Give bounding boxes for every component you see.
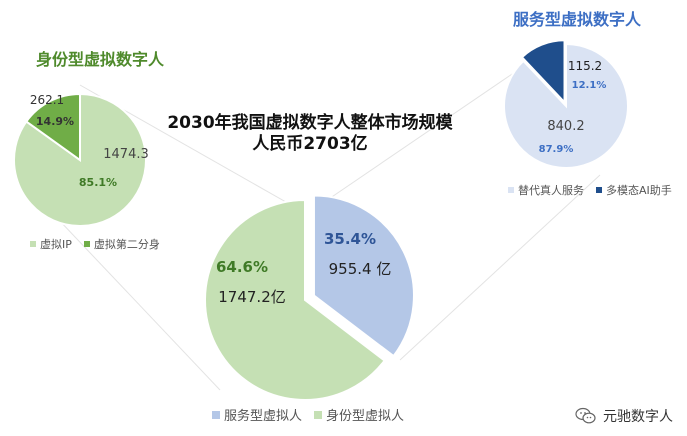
watermark: 元驰数字人 [575, 406, 673, 426]
watermark-text: 元驰数字人 [603, 409, 673, 425]
legend-label: 身份型虚拟人 [326, 409, 405, 424]
legend-item: 服务型虚拟人 [212, 405, 302, 424]
main-title-line2: 人民币2703亿 [252, 134, 368, 154]
slice-percent-label: 87.9% [539, 144, 574, 155]
connector-lines [39, 54, 601, 391]
legend-label: 多模态AI助手 [606, 184, 672, 197]
legend-swatch [314, 410, 323, 419]
slice-percent-label: 85.1% [79, 176, 117, 189]
service-legend: 替代真人服务 多模态AI助手 [508, 182, 684, 198]
legend-item: 多模态AI助手 [596, 182, 672, 198]
identity-chart-title: 身份型虚拟数字人 [36, 50, 165, 69]
slice-value-label: 1747.2亿 [218, 288, 286, 306]
legend-swatch [508, 187, 514, 193]
slice-value-label: 115.2 [568, 59, 602, 73]
connector-line-right-bottom [399, 174, 601, 361]
legend-item: 替代真人服务 [508, 182, 584, 198]
legend-label: 服务型虚拟人 [224, 409, 303, 424]
legend-item: 虚拟第二分身 [83, 236, 160, 252]
slice-percent-label: 35.4% [324, 230, 376, 248]
identity-legend: 虚拟IP 虚拟第二分身 [30, 236, 172, 252]
pie-slice [503, 42, 629, 169]
legend-swatch [83, 241, 90, 247]
slice-value-label: 955.4 亿 [329, 260, 392, 278]
legend-label: 虚拟第二分身 [93, 238, 160, 251]
pie-slice [204, 198, 386, 401]
service-chart-title: 服务型虚拟数字人 [513, 10, 642, 29]
slice-value-label: 1474.3 [103, 147, 149, 162]
legend-label: 替代真人服务 [518, 184, 584, 197]
legend-swatch [30, 241, 36, 247]
legend-swatch [596, 187, 602, 193]
wechat-icon [575, 407, 596, 424]
legend-swatch [212, 410, 220, 419]
pie-slice [520, 39, 566, 105]
slice-percent-label: 12.1% [572, 80, 607, 91]
legend-item: 身份型虚拟人 [314, 405, 404, 424]
main-chart-title: 2030年我国虚拟数字人整体市场规模 人民币2703亿 [160, 113, 460, 155]
main-title-line1: 2030年我国虚拟数字人整体市场规模 [167, 113, 453, 133]
legend-item: 虚拟IP [30, 236, 72, 252]
slice-percent-label: 14.9% [36, 115, 74, 128]
legend-label: 虚拟IP [40, 238, 72, 251]
connector-line-left-bottom [39, 199, 221, 391]
pie-slice [24, 92, 81, 162]
slice-value-label: 840.2 [547, 119, 584, 134]
slice-value-label: 262.1 [30, 93, 64, 107]
connector-line-right-top [319, 54, 541, 206]
pie-slice [312, 194, 415, 358]
main-legend: 服务型虚拟人 身份型虚拟人 [212, 405, 416, 424]
slice-percent-label: 64.6% [216, 258, 268, 276]
pie-charts: 35.4% 955.4 亿 64.6% 1747.2亿 85.1% 1474.3 14.9%… [13, 39, 629, 401]
